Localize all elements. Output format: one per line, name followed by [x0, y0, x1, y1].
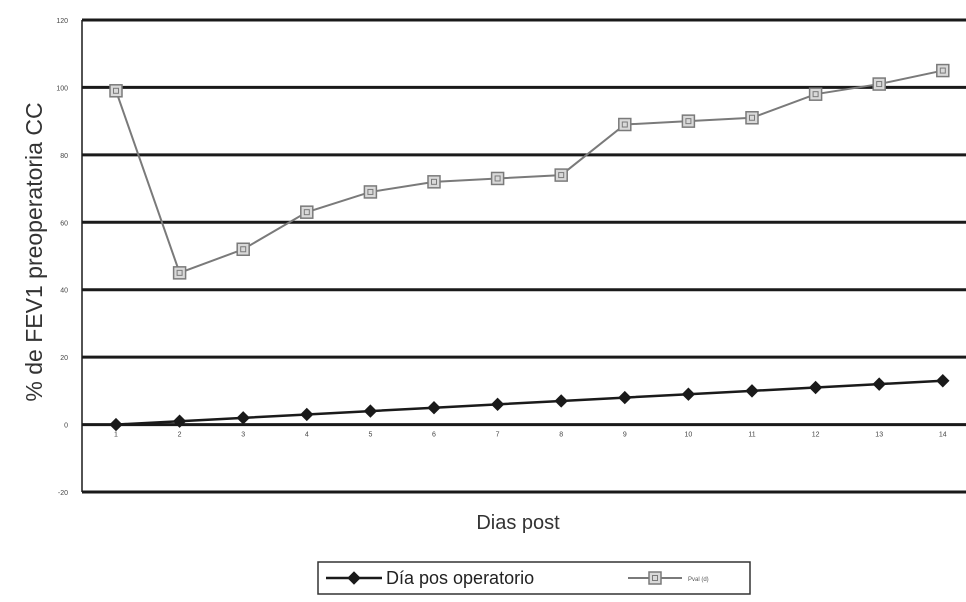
data-point: [618, 117, 632, 132]
point-inner: [749, 114, 755, 121]
legend-label: Pval (d): [688, 577, 709, 583]
y-tick-label: 120: [56, 18, 68, 25]
point-square: [872, 77, 886, 91]
x-tick-label: 4: [305, 432, 309, 439]
x-tick-label: 3: [241, 432, 245, 439]
data-point: [236, 242, 250, 257]
point-square: [936, 63, 950, 78]
series-line: [115, 379, 943, 426]
point-square: [648, 571, 662, 585]
grid-layer: [81, 18, 966, 494]
point-square: [745, 111, 759, 125]
x-axis-label: Dias post: [476, 512, 560, 534]
data-point: [109, 84, 123, 98]
point-inner: [494, 175, 501, 182]
point-square: [808, 87, 823, 101]
data-point: [681, 387, 696, 401]
data-point: [554, 168, 568, 182]
data-point: [172, 414, 187, 428]
series-2: [109, 63, 950, 280]
x-tick-label: 10: [685, 432, 693, 439]
point-inner: [812, 91, 819, 98]
x-tick-label: 11: [748, 432, 755, 439]
x-tick-label: 2: [178, 432, 182, 439]
point-square: [363, 185, 378, 199]
x-tick-label: 13: [875, 432, 883, 439]
point-inner: [621, 121, 628, 128]
point-inner: [113, 87, 119, 94]
legend: Día pos operatorio Pval (d): [317, 561, 751, 595]
data-point: [363, 404, 378, 418]
x-tick-label: 7: [496, 432, 500, 439]
series-1: [109, 374, 950, 432]
x-tick-label: 5: [368, 432, 372, 439]
x-tick-labels: 1 2 3 4 5 6 7 8 9 10 11 12 13 14: [114, 432, 947, 439]
data-point: [618, 390, 632, 405]
point-inner: [431, 178, 437, 185]
x-tick-label: 9: [623, 432, 627, 439]
point-square: [554, 168, 568, 182]
point-square: [172, 266, 187, 280]
point-square: [681, 114, 696, 128]
y-tick-label: 80: [60, 153, 68, 160]
data-point: [745, 111, 759, 125]
point-square: [490, 171, 505, 186]
data-point: [300, 407, 314, 422]
data-point: [490, 397, 505, 412]
data-point: [808, 87, 823, 101]
y-tick-label: 0: [64, 423, 68, 430]
point-square: [300, 205, 314, 219]
data-point: [347, 571, 361, 585]
series-line: [115, 69, 944, 275]
point-inner: [685, 118, 692, 125]
data-point: [936, 63, 950, 78]
data-point: [236, 411, 250, 425]
legend-label: Día pos operatorio: [386, 568, 534, 588]
legend-item-1: Día pos operatorio: [326, 568, 534, 588]
point-square: [427, 175, 441, 189]
data-point: [300, 205, 314, 219]
point-square: [109, 84, 123, 98]
y-tick-label: 100: [56, 85, 68, 92]
data-point: [554, 394, 568, 408]
data-point: [172, 266, 187, 280]
data-point: [490, 171, 505, 186]
point-inner: [939, 67, 946, 74]
data-point: [427, 175, 441, 189]
y-tick-labels: -20 0 20 40 60 80 100 120: [56, 18, 68, 497]
y-tick-label: -20: [58, 490, 68, 497]
data-point: [872, 377, 886, 391]
data-point: [427, 401, 441, 415]
data-point: [648, 571, 662, 585]
point-inner: [240, 246, 247, 253]
point-inner: [367, 188, 374, 195]
data-point: [109, 417, 123, 432]
x-tick-label: 6: [432, 432, 436, 439]
point-inner: [176, 269, 183, 276]
point-inner: [876, 81, 883, 88]
y-tick-label: 40: [60, 288, 68, 295]
data-point: [872, 77, 886, 91]
point-inner: [652, 575, 658, 581]
x-tick-label: 12: [812, 432, 820, 439]
y-axis-label: % de FEV1 preoperatoria CC: [21, 102, 47, 401]
data-point: [681, 114, 696, 128]
data-point: [745, 384, 759, 398]
data-point: [363, 185, 378, 199]
y-tick-label: 20: [60, 355, 68, 362]
y-tick-label: 60: [60, 220, 68, 227]
point-inner: [303, 209, 310, 216]
point-inner: [558, 172, 565, 179]
point-square: [236, 242, 250, 257]
x-tick-label: 14: [939, 432, 947, 439]
legend-item-2: Pval (d): [628, 571, 709, 585]
point-square: [618, 117, 632, 132]
x-tick-label: 1: [114, 432, 118, 439]
series-layer: [109, 63, 950, 432]
data-point: [808, 380, 823, 395]
x-tick-label: 8: [559, 432, 563, 439]
data-point: [936, 374, 950, 388]
